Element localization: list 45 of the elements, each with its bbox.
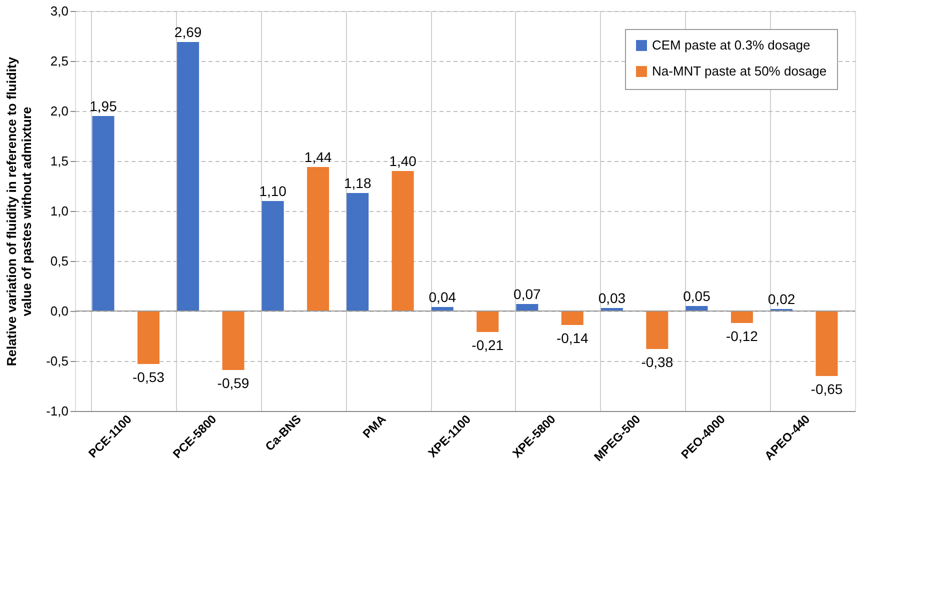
y-tick-label: -1,0 <box>46 404 68 418</box>
data-label: -0,21 <box>472 337 504 353</box>
bar <box>346 193 369 311</box>
data-label: -0,53 <box>132 369 165 385</box>
y-tick-label: 1,5 <box>50 154 68 168</box>
bar <box>177 42 200 311</box>
y-tick-label: 2,0 <box>50 104 68 118</box>
data-label: 2,69 <box>174 24 202 40</box>
data-label: 1,18 <box>344 175 372 191</box>
data-label: 1,40 <box>389 153 417 169</box>
data-label: -0,59 <box>217 375 250 391</box>
data-label: 0,04 <box>428 289 456 305</box>
data-label: 0,02 <box>768 291 796 307</box>
bar <box>392 171 414 311</box>
bar <box>816 311 838 376</box>
data-label: 1,10 <box>259 183 287 199</box>
bar <box>307 167 330 311</box>
y-tick-label: 2,5 <box>50 54 68 68</box>
data-label: 1,95 <box>90 98 118 114</box>
bar <box>92 116 114 311</box>
legend-label: Na-MNT paste at 50% dosage <box>652 64 827 78</box>
data-label: -0,14 <box>556 330 589 346</box>
data-label: 1,44 <box>304 149 332 165</box>
data-label: -0,12 <box>726 328 758 344</box>
y-tick-label: 0,0 <box>50 304 68 318</box>
data-label: 0,05 <box>683 288 711 304</box>
bar <box>262 201 284 311</box>
bar <box>476 311 499 332</box>
bar <box>561 311 584 325</box>
bar <box>730 311 753 323</box>
data-label: -0,38 <box>641 354 674 370</box>
bar <box>686 306 708 311</box>
legend-label: CEM paste at 0.3% dosage <box>652 38 810 52</box>
y-tick-label: -0,5 <box>46 354 68 368</box>
y-axis-title: Relative variation of fluidity in reference to fluidity value of pastes without admixture <box>4 56 34 366</box>
data-label: 0,03 <box>598 290 626 306</box>
y-tick-label: 0,5 <box>50 254 68 268</box>
bar <box>646 311 668 349</box>
y-tick-label: 3,0 <box>50 4 68 18</box>
data-label: -0,65 <box>810 381 843 397</box>
bar <box>222 311 244 370</box>
data-label: 0,07 <box>514 286 542 302</box>
y-tick-label: 1,0 <box>50 204 68 218</box>
bar <box>137 311 160 364</box>
bar <box>516 304 538 311</box>
